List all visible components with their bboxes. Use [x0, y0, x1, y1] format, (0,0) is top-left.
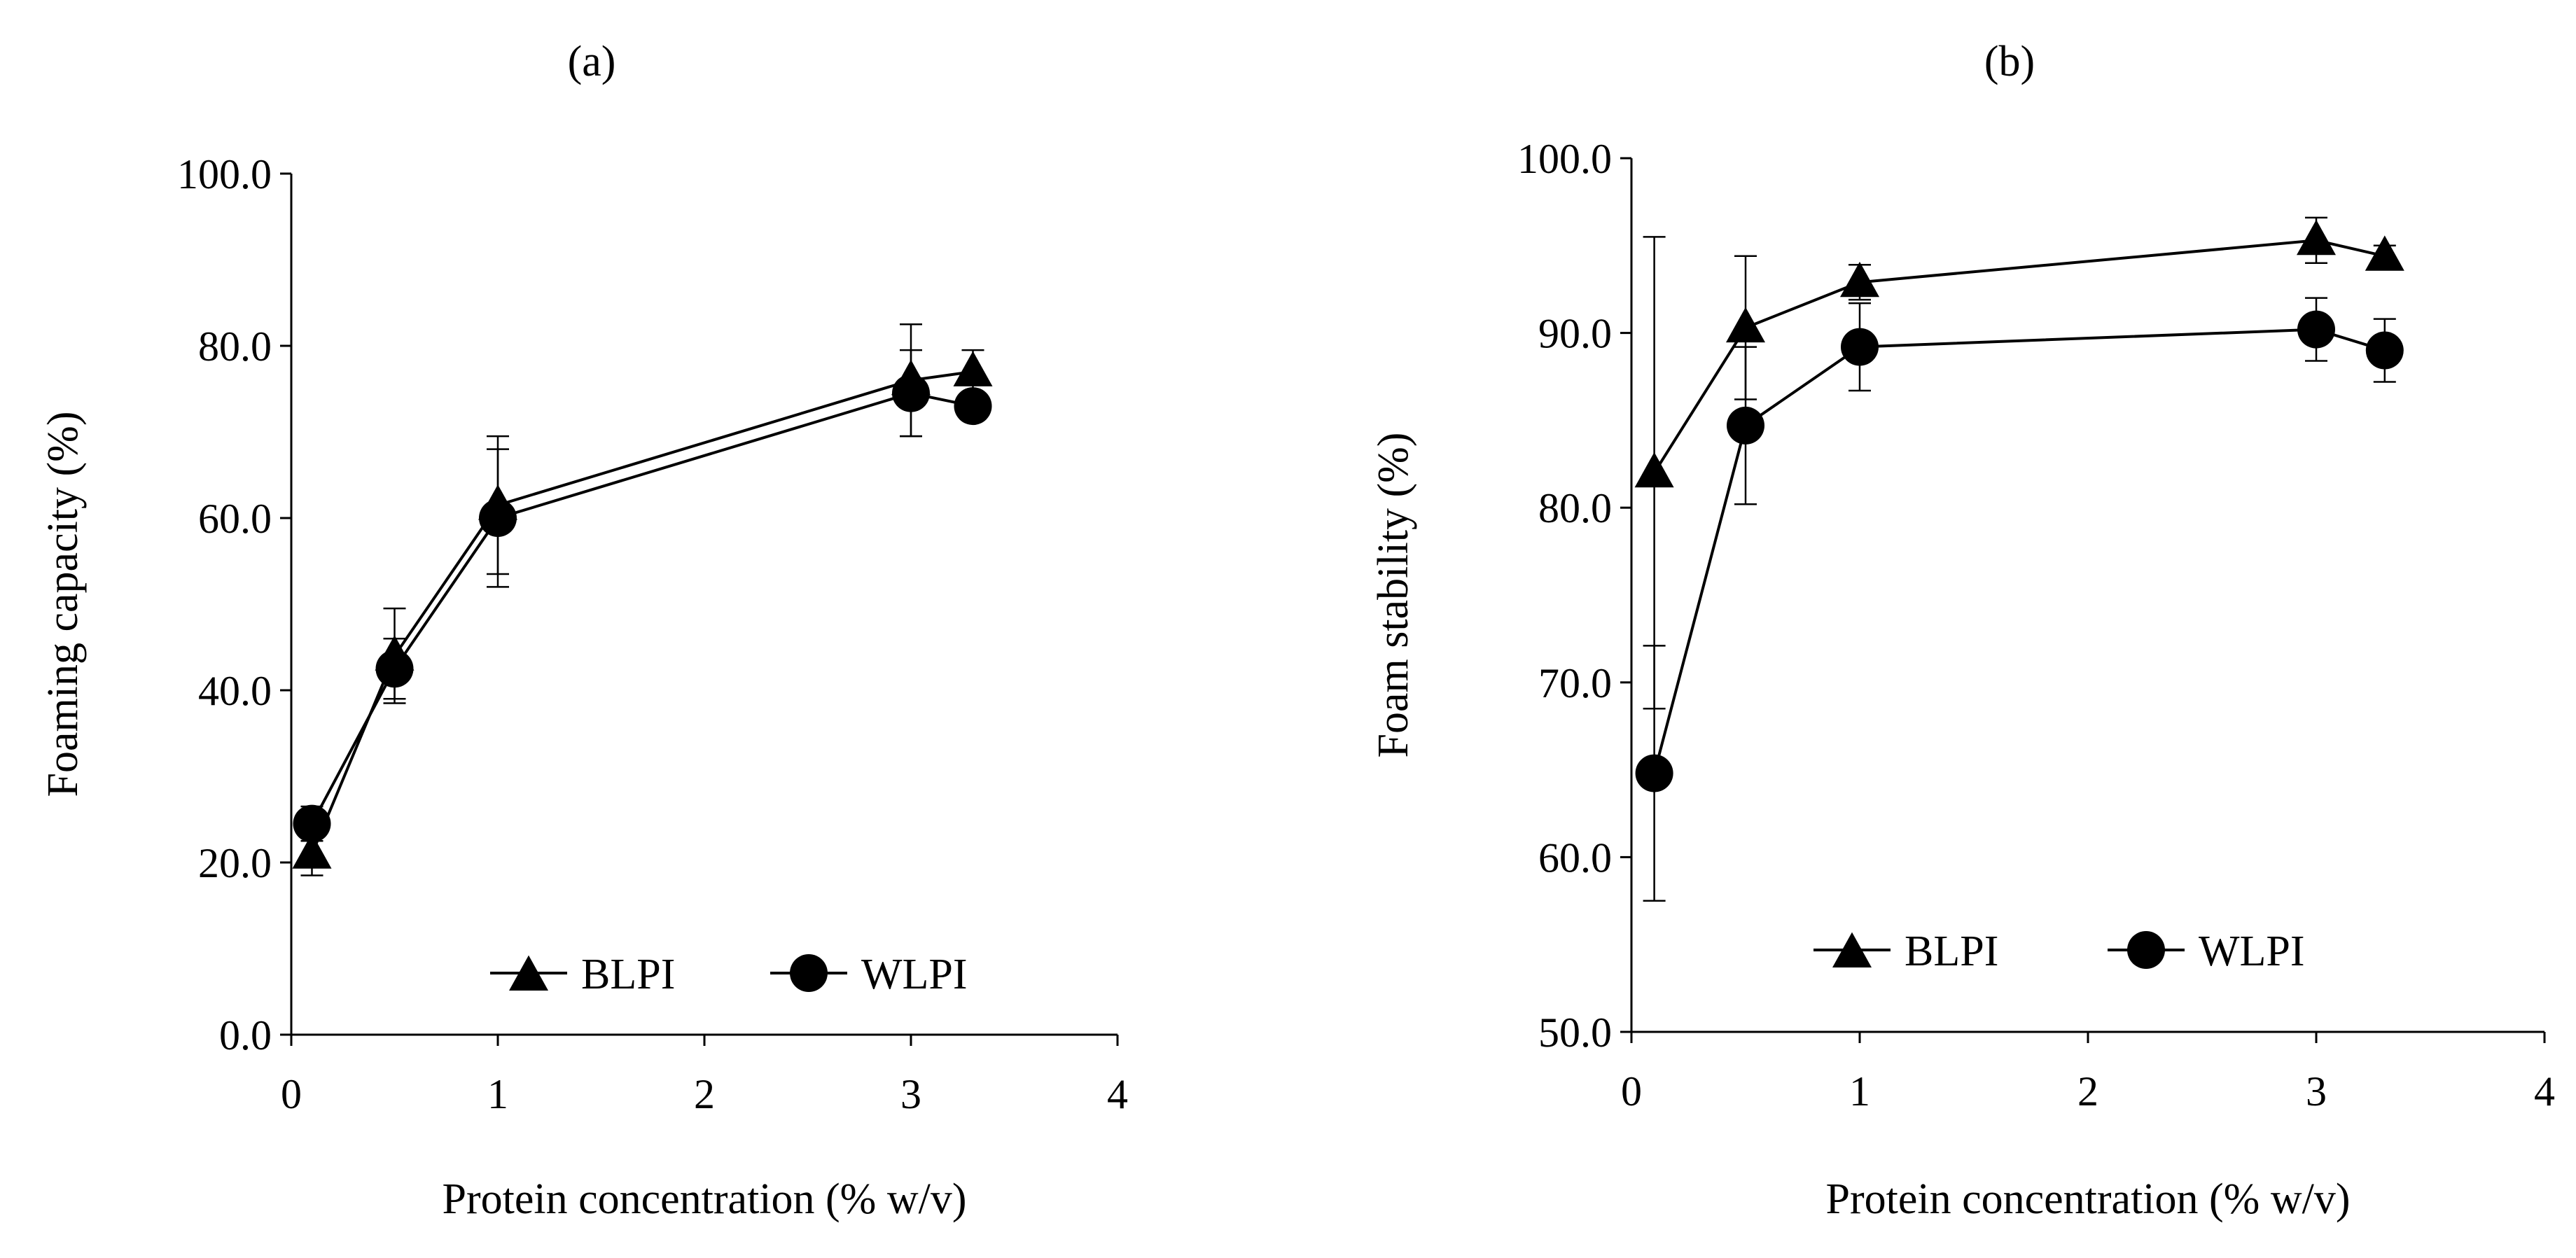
x-tick-label: 3	[2306, 1068, 2327, 1114]
y-tick-label: 70.0	[1538, 660, 1612, 706]
series-wlpi	[293, 349, 992, 843]
data-point	[1635, 754, 1673, 792]
x-tick-label: 0	[281, 1071, 302, 1117]
x-tick-label: 1	[487, 1071, 508, 1117]
series-wlpi	[1635, 297, 2404, 902]
data-point	[1840, 261, 1879, 298]
data-point	[1634, 452, 1674, 488]
x-tick-label: 2	[2077, 1068, 2098, 1114]
x-axis-title: Protein concentration (% w/v)	[443, 1175, 967, 1223]
chart-panel-a: (a) 0.0 20.0 40.0 60.0 80.0 100.0 0 1 2 3 4 Protein …	[39, 38, 1128, 1223]
y-tick-label: 100.0	[177, 151, 272, 197]
data-point	[2365, 235, 2404, 271]
data-point	[892, 374, 930, 412]
data-point	[2365, 331, 2404, 370]
y-tick-label: 100.0	[1517, 136, 1612, 182]
legend-label: BLPI	[581, 951, 675, 998]
data-point	[293, 804, 331, 843]
data-point	[953, 351, 993, 386]
data-point	[1841, 328, 1879, 366]
legend-label: WLPI	[2199, 928, 2305, 975]
x-tick-label: 4	[1107, 1071, 1128, 1117]
y-tick-label: 60.0	[1538, 834, 1612, 881]
y-tick-label: 80.0	[198, 323, 272, 370]
x-tick-label: 3	[900, 1071, 921, 1117]
y-tick-label: 90.0	[1538, 311, 1612, 357]
y-tick-label: 80.0	[1538, 485, 1612, 531]
x-tick-label: 0	[1621, 1068, 1642, 1114]
data-point	[2297, 219, 2336, 256]
data-point	[2297, 310, 2335, 349]
panel-label: (a)	[568, 38, 616, 85]
panel-label: (b)	[1984, 38, 2035, 85]
data-point	[954, 387, 992, 426]
y-tick-label: 0.0	[219, 1012, 272, 1058]
legend: BLPI WLPI	[490, 951, 968, 998]
x-tick-label: 1	[1849, 1068, 1870, 1114]
y-tick-label: 20.0	[198, 840, 272, 886]
y-tick-label: 60.0	[198, 496, 272, 542]
y-axis-title: Foaming capacity (%)	[39, 412, 87, 797]
legend-label: WLPI	[861, 951, 968, 998]
y-tick-label: 50.0	[1538, 1009, 1612, 1056]
chart-panel-b: (b) 50.0 60.0 70.0 80.0 90.0 100.0 0 1 2 3 4 Protein…	[1370, 38, 2555, 1223]
legend-marker	[2127, 931, 2165, 969]
y-tick-label: 40.0	[198, 668, 272, 714]
legend-marker	[790, 954, 828, 992]
data-point	[479, 499, 517, 537]
data-point	[375, 650, 414, 688]
data-point	[1727, 406, 1764, 445]
legend-marker	[509, 955, 548, 991]
x-tick-label: 4	[2534, 1068, 2555, 1114]
y-axis-title: Foam stability (%)	[1370, 433, 1417, 758]
x-axis-title: Protein concentration (% w/v)	[1826, 1175, 2351, 1223]
legend-marker	[1832, 932, 1872, 967]
legend: BLPI WLPI	[1813, 928, 2305, 975]
x-tick-label: 2	[694, 1071, 715, 1117]
data-point	[292, 833, 332, 869]
legend-label: BLPI	[1905, 928, 1998, 975]
data-point	[1726, 307, 1765, 343]
